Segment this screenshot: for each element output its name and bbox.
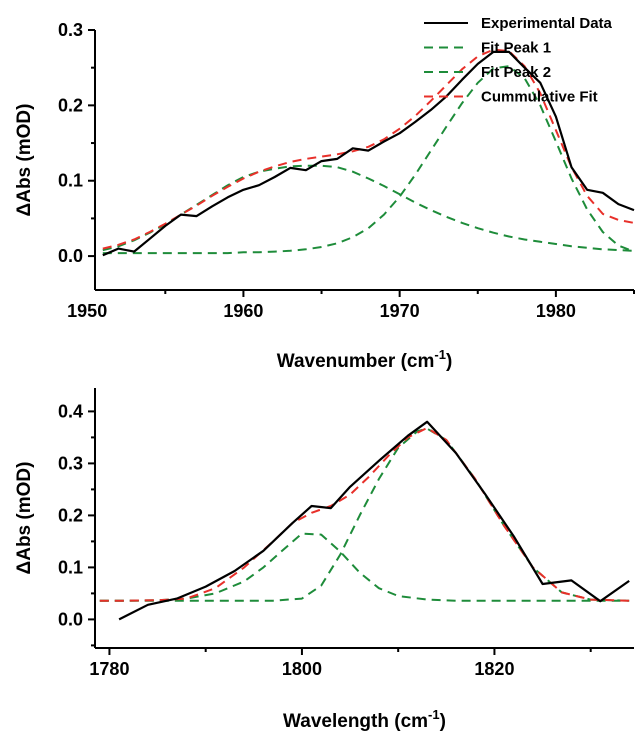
y-tick-label: 0.4 — [58, 401, 83, 421]
x-tick-label: 1980 — [536, 301, 576, 321]
y-tick-label: 0.1 — [58, 557, 83, 577]
x-tick-label: 1780 — [89, 659, 129, 679]
y-tick-label: 0.2 — [58, 95, 83, 115]
y-tick-label: 0.3 — [58, 453, 83, 473]
y-tick-label: 0.2 — [58, 505, 83, 525]
legend-label: Fit Peak 2 — [481, 64, 551, 81]
x-axis-title: Wavenumber (cm-1) — [277, 347, 453, 372]
x-tick-label: 1820 — [474, 659, 514, 679]
legend-label: Cummulative Fit — [481, 89, 598, 106]
x-tick-label: 1800 — [282, 659, 322, 679]
experimental-data-line — [118, 420, 630, 621]
cummulative-fit-line — [102, 48, 635, 250]
top-chart: 1950 1960 1970 1980 0.0 0.1 0.2 0.3 Wavenumber (… — [14, 15, 635, 372]
x-tick-label: 1960 — [223, 301, 263, 321]
fit-peak-2-line — [99, 427, 630, 602]
y-tick-label: 0.0 — [58, 609, 83, 629]
fit-peak-1-line — [102, 164, 635, 252]
cummulative-fit-line — [99, 427, 630, 602]
y-axis-title: ΔAbs (mOD) — [14, 104, 35, 217]
legend-label: Fit Peak 1 — [481, 40, 551, 57]
y-tick-label: 0.3 — [58, 20, 83, 40]
legend: Experimental Data Fit Peak 1 Fit Peak 2 Cum… — [424, 15, 613, 106]
experimental-data-line — [102, 50, 635, 257]
x-axis-title: Wavelength (cm-1) — [283, 707, 446, 731]
x-tick-label: 1950 — [67, 301, 107, 321]
y-axis-title: ΔAbs (mOD) — [14, 462, 35, 575]
legend-label: Experimental Data — [481, 15, 613, 32]
fit-peak-1-line — [99, 532, 630, 602]
y-tick-label: 0.1 — [58, 171, 83, 191]
bottom-chart: 1780 1800 1820 0.0 0.1 0.2 0.3 0.4 Wavelength (c… — [14, 388, 634, 731]
y-tick-label: 0.0 — [58, 246, 83, 266]
x-tick-label: 1970 — [380, 301, 420, 321]
